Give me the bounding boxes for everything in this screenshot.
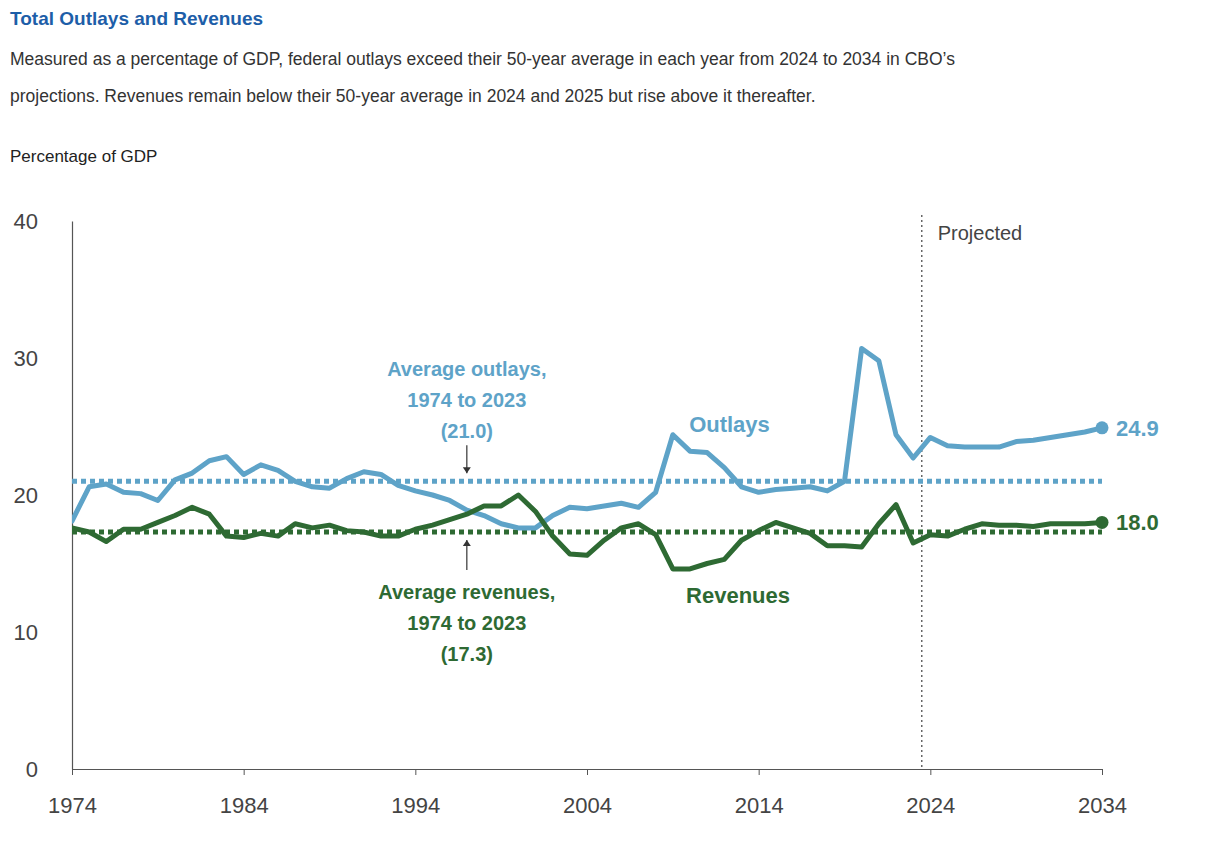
x-tick-mark <box>415 769 416 775</box>
plot: 0 10 20 30 40 1974 1984 1994 2004 2014 2024 2034 Ave… <box>14 209 1159 818</box>
end-marker <box>1096 516 1109 529</box>
average-arrowhead <box>463 540 471 546</box>
average-label: Average revenues, <box>378 581 555 603</box>
subtitle: projections. Revenues remain below their… <box>10 86 816 106</box>
chart: Total Outlays and Revenues Measured as a … <box>0 0 1211 863</box>
average-label: 1974 to 2023 <box>407 612 526 634</box>
y-tick: 40 <box>14 209 72 234</box>
x-tick: 1984 <box>220 769 269 818</box>
average-label: Average outlays, <box>387 358 546 380</box>
y-tick-label: 30 <box>14 346 38 371</box>
x-tick-mark <box>930 769 931 775</box>
average-label: (21.0) <box>441 420 493 442</box>
series-line <box>72 495 1102 569</box>
x-tick-mark <box>244 769 245 775</box>
x-tick-mark <box>587 769 588 775</box>
end-marker <box>1096 421 1109 434</box>
end-label: 24.9 <box>1116 416 1159 441</box>
x-tick-label: 2014 <box>735 793 784 818</box>
series-line <box>72 348 1102 527</box>
y-tick-label: 40 <box>14 209 38 234</box>
x-tick: 1994 <box>391 769 440 818</box>
y-tick-label: 20 <box>14 483 38 508</box>
series-label: Revenues <box>686 583 790 608</box>
y-tick: 20 <box>14 483 72 508</box>
y-tick: 30 <box>14 346 72 371</box>
y-tick: 10 <box>14 620 72 645</box>
average-arrowhead <box>463 467 471 473</box>
annotation: Projected <box>938 222 1023 244</box>
x-axis: 1974 1984 1994 2004 2014 2024 2034 <box>48 769 1127 818</box>
x-tick: 1974 <box>48 769 97 818</box>
y-axis-line <box>72 222 73 770</box>
series-label: Outlays <box>689 412 770 437</box>
y-axis-title: Percentage of GDP <box>10 147 157 166</box>
y-tick-label: 0 <box>26 757 38 782</box>
x-tick-label: 1994 <box>391 793 440 818</box>
marks <box>72 215 1109 769</box>
average-line <box>72 479 1102 484</box>
x-tick: 2014 <box>735 769 784 818</box>
subtitle: Measured as a percentage of GDP, federal… <box>10 49 955 69</box>
labels: Average outlays, 1974 to 2023 (21.0) Averag… <box>378 222 1159 665</box>
x-tick: 2024 <box>906 769 955 818</box>
x-tick-mark <box>72 769 73 775</box>
end-label: 18.0 <box>1116 510 1159 535</box>
x-tick-mark <box>1102 769 1103 775</box>
x-tick: 2004 <box>563 769 612 818</box>
x-tick-label: 2034 <box>1078 793 1127 818</box>
x-tick-label: 1984 <box>220 793 269 818</box>
average-label: 1974 to 2023 <box>407 389 526 411</box>
projection-line <box>921 215 923 769</box>
x-tick-label: 1974 <box>48 793 97 818</box>
x-tick-label: 2004 <box>563 793 612 818</box>
y-axis: 0 10 20 30 40 <box>14 209 73 782</box>
y-tick-label: 10 <box>14 620 38 645</box>
x-tick: 2034 <box>1078 769 1127 818</box>
y-tick: 0 <box>26 757 72 782</box>
x-tick-label: 2024 <box>906 793 955 818</box>
x-tick-mark <box>759 769 760 775</box>
title: Total Outlays and Revenues <box>10 8 263 29</box>
average-label: (17.3) <box>441 643 493 665</box>
